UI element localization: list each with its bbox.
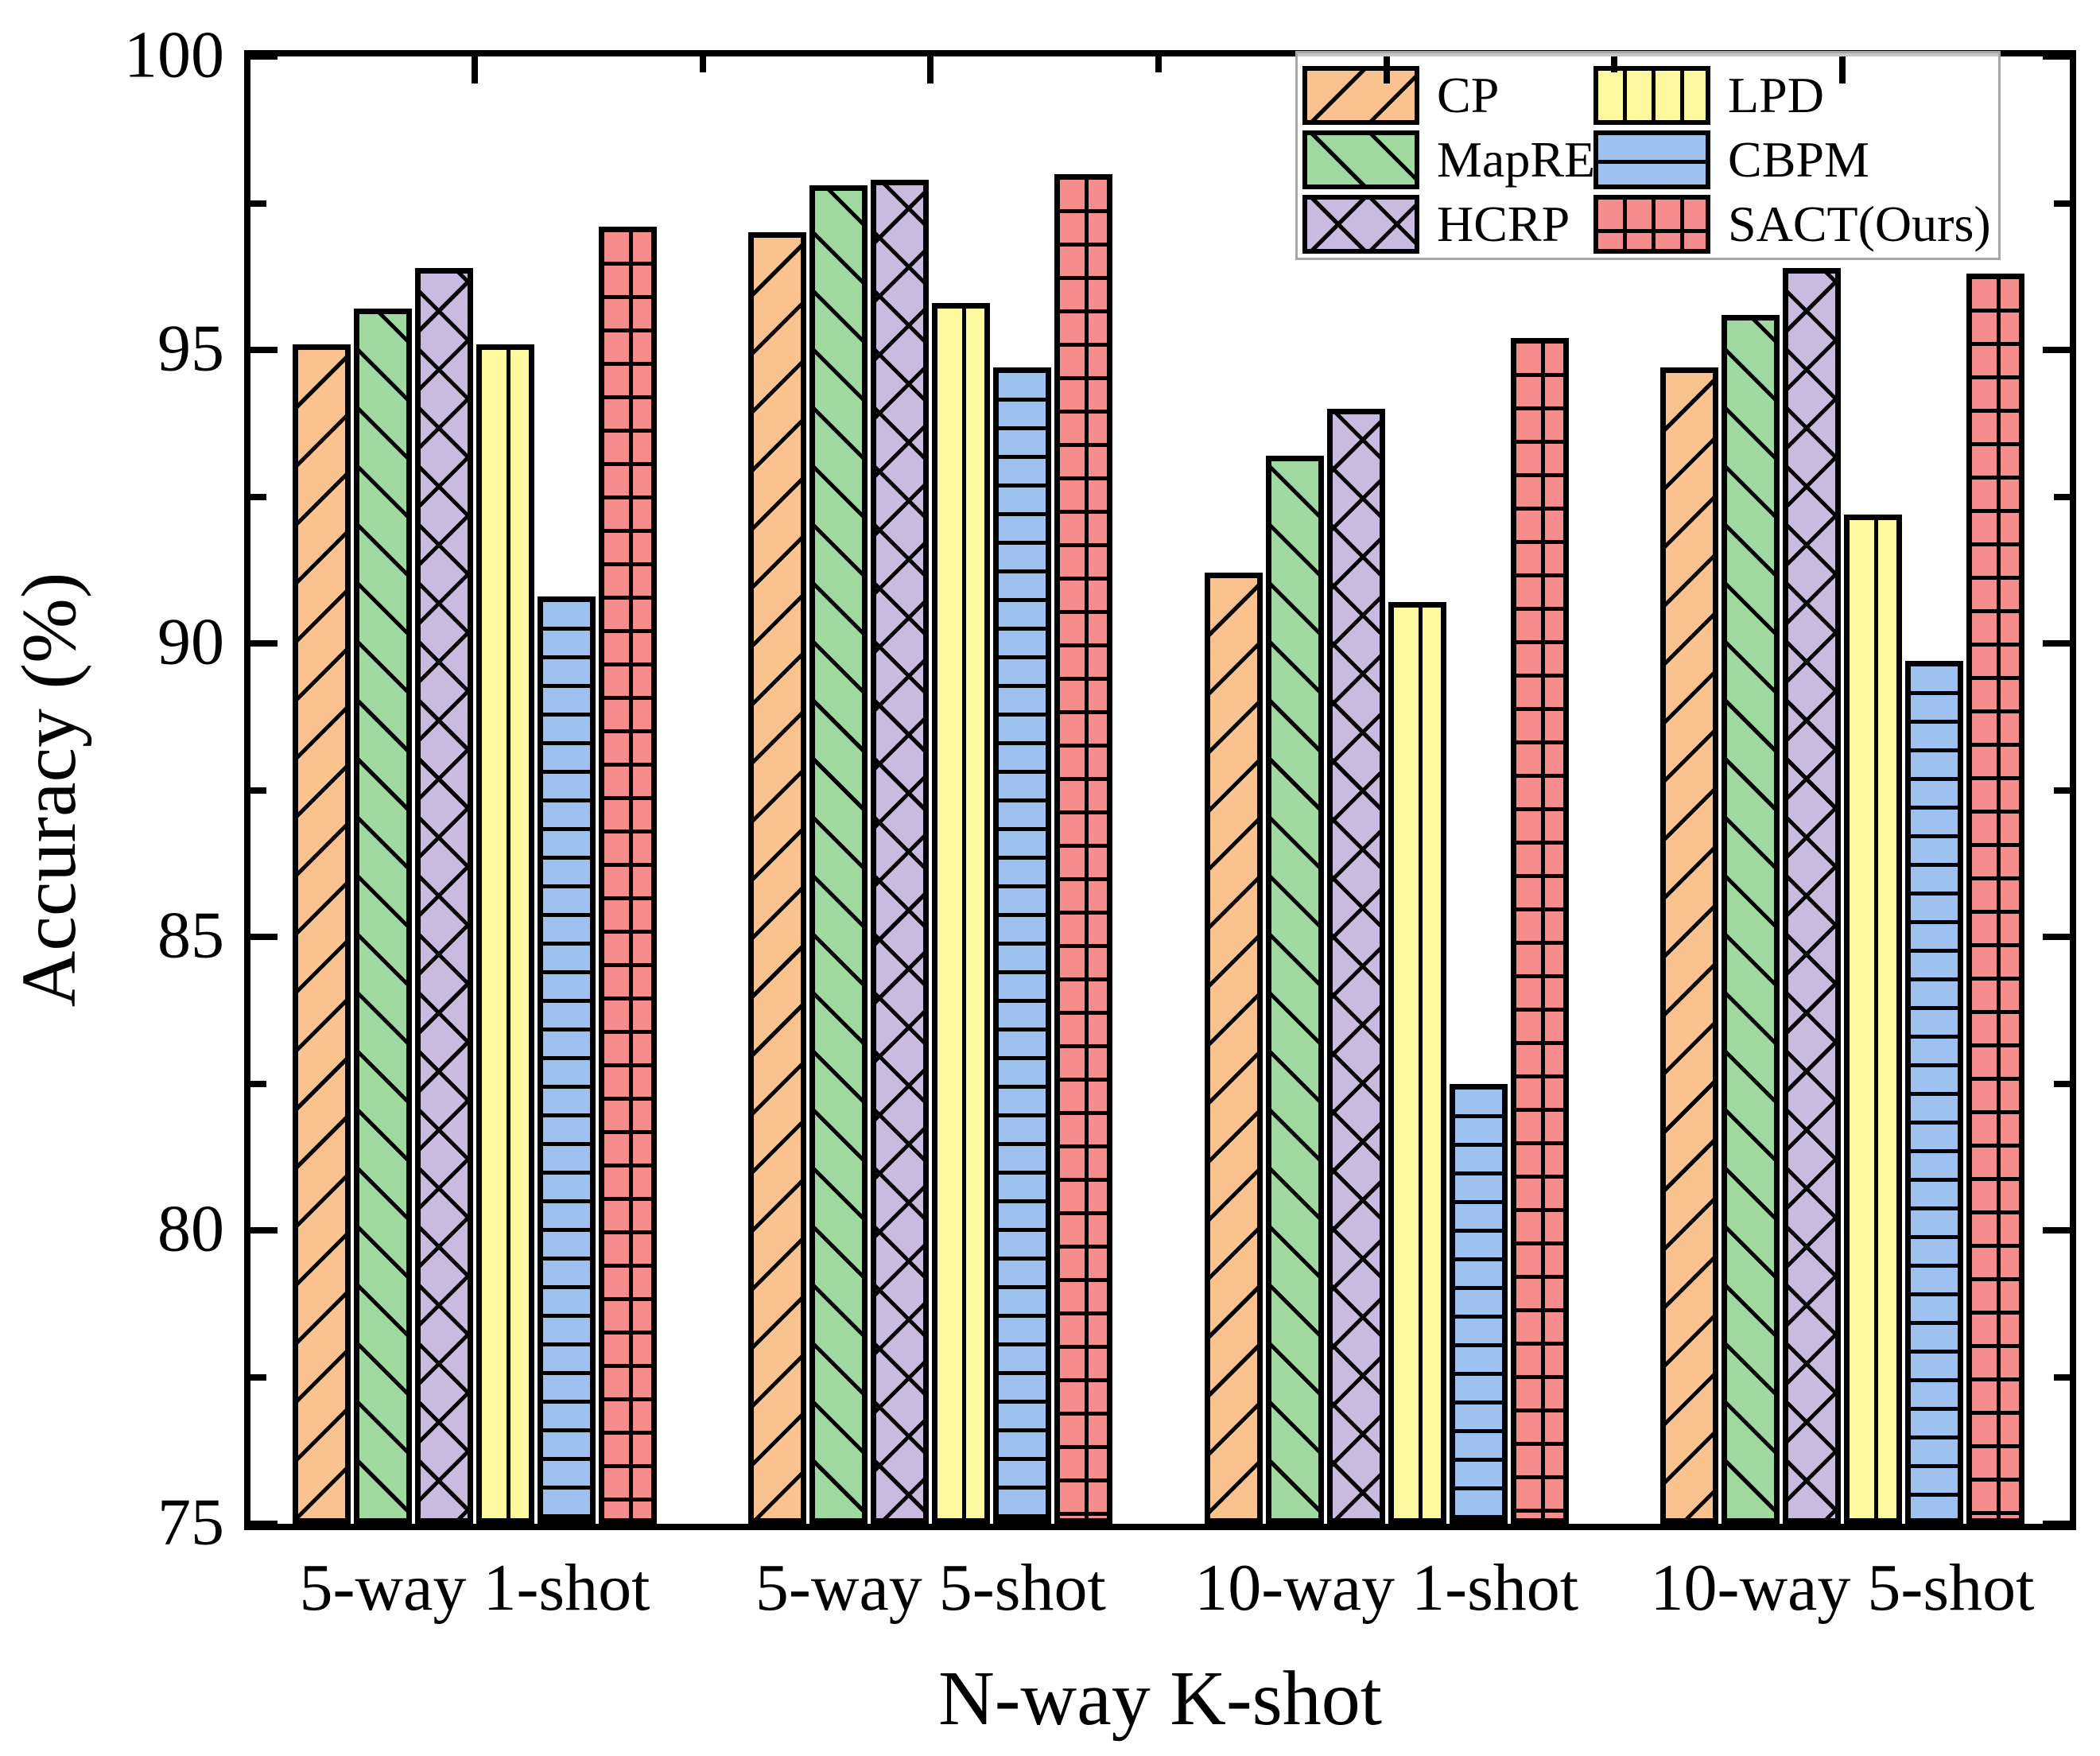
legend-swatch-CBPM xyxy=(1593,130,1710,189)
y-tick-label-100: 100 xyxy=(124,17,224,92)
bar-HCRP-10-way 1-shot xyxy=(1326,408,1385,1524)
bar-LPD-10-way 5-shot xyxy=(1843,514,1902,1524)
minor-tick-right-97.5 xyxy=(2054,200,2070,207)
bar-SACT(Ours)-5-way 5-shot xyxy=(1054,173,1113,1524)
plot-area xyxy=(244,50,2076,1530)
bar-MapRE-5-way 5-shot xyxy=(809,185,868,1524)
top-major-tick-5-way 1-shot xyxy=(472,56,478,84)
legend-swatch-SACT(Ours) xyxy=(1593,195,1710,254)
bar-CP-5-way 5-shot xyxy=(748,232,807,1524)
major-tick-left-75 xyxy=(250,1521,278,1527)
y-tick-label-75: 75 xyxy=(157,1485,224,1560)
legend-label-HCRP: HCRP xyxy=(1437,196,1570,252)
bar-MapRE-5-way 1-shot xyxy=(354,309,412,1524)
legend: CP MapRE HCRP LPD CBPM SACT(Ours) xyxy=(1295,51,2001,260)
bar-SACT(Ours)-10-way 1-shot xyxy=(1510,338,1569,1524)
legend-label-CBPM: CBPM xyxy=(1728,131,1869,188)
legend-label-LPD: LPD xyxy=(1728,67,1824,123)
minor-tick-left-82.5 xyxy=(250,1080,266,1087)
bar-LPD-5-way 1-shot xyxy=(476,344,534,1524)
major-tick-right-90 xyxy=(2043,640,2070,647)
top-major-tick-5-way 5-shot xyxy=(927,56,934,84)
major-tick-left-85 xyxy=(250,934,278,940)
minor-tick-right-87.5 xyxy=(2054,787,2070,794)
legend-swatch-LPD xyxy=(1593,66,1710,125)
bar-CP-10-way 1-shot xyxy=(1204,573,1263,1524)
bar-CBPM-5-way 1-shot xyxy=(538,596,596,1524)
major-tick-left-100 xyxy=(250,53,278,60)
major-tick-left-90 xyxy=(250,640,278,647)
x-tick-label-10-way 1-shot: 10-way 1-shot xyxy=(1194,1551,1579,1625)
bar-CP-10-way 5-shot xyxy=(1659,367,1718,1524)
top-major-tick-10-way 1-shot xyxy=(1383,56,1390,84)
bar-HCRP-10-way 5-shot xyxy=(1782,267,1841,1524)
minor-tick-left-97.5 xyxy=(250,200,266,207)
top-minor-tick-0 xyxy=(699,56,706,72)
x-tick-label-10-way 5-shot: 10-way 5-shot xyxy=(1650,1551,2035,1625)
bar-SACT(Ours)-5-way 1-shot xyxy=(599,227,657,1524)
bar-HCRP-5-way 1-shot xyxy=(415,267,473,1524)
major-tick-left-95 xyxy=(250,347,278,353)
top-major-tick-10-way 5-shot xyxy=(1838,56,1846,84)
x-tick-label-5-way 5-shot: 5-way 5-shot xyxy=(755,1551,1106,1625)
bar-MapRE-10-way 1-shot xyxy=(1265,455,1324,1524)
minor-tick-left-87.5 xyxy=(250,787,266,794)
x-axis-title: N-way K-shot xyxy=(938,1656,1382,1742)
major-tick-right-85 xyxy=(2043,934,2070,940)
bar-CBPM-5-way 5-shot xyxy=(993,367,1052,1524)
major-tick-right-80 xyxy=(2043,1227,2070,1233)
legend-label-SACT(Ours): SACT(Ours) xyxy=(1728,196,1991,252)
minor-tick-right-92.5 xyxy=(2054,493,2070,500)
plot-inner xyxy=(250,53,2070,1527)
bar-SACT(Ours)-10-way 5-shot xyxy=(1966,274,2024,1524)
major-tick-right-95 xyxy=(2043,347,2070,353)
legend-label-CP: CP xyxy=(1437,67,1500,123)
major-tick-right-75 xyxy=(2043,1521,2070,1527)
y-tick-label-85: 85 xyxy=(157,898,224,973)
minor-tick-left-92.5 xyxy=(250,493,266,500)
legend-swatch-CP xyxy=(1302,66,1419,125)
minor-tick-right-77.5 xyxy=(2054,1373,2070,1381)
bar-MapRE-10-way 5-shot xyxy=(1721,314,1780,1524)
minor-tick-right-82.5 xyxy=(2054,1080,2070,1087)
bar-CBPM-10-way 1-shot xyxy=(1449,1083,1508,1524)
x-tick-label-5-way 1-shot: 5-way 1-shot xyxy=(299,1551,650,1625)
bar-CP-5-way 1-shot xyxy=(293,344,351,1524)
legend-label-MapRE: MapRE xyxy=(1437,131,1596,188)
y-tick-label-80: 80 xyxy=(157,1191,224,1266)
y-tick-label-90: 90 xyxy=(157,604,224,679)
top-minor-tick-1 xyxy=(1155,56,1162,72)
bar-LPD-5-way 5-shot xyxy=(932,302,991,1524)
major-tick-left-80 xyxy=(250,1227,278,1233)
y-tick-label-95: 95 xyxy=(157,311,224,386)
major-tick-right-100 xyxy=(2043,53,2070,60)
bar-HCRP-5-way 5-shot xyxy=(871,179,930,1524)
top-minor-tick-2 xyxy=(1611,56,1618,72)
legend-swatch-MapRE xyxy=(1302,130,1419,189)
bar-LPD-10-way 1-shot xyxy=(1388,602,1446,1524)
legend-swatch-HCRP xyxy=(1302,195,1419,254)
bar-CBPM-10-way 5-shot xyxy=(1904,661,1963,1524)
minor-tick-left-77.5 xyxy=(250,1373,266,1381)
